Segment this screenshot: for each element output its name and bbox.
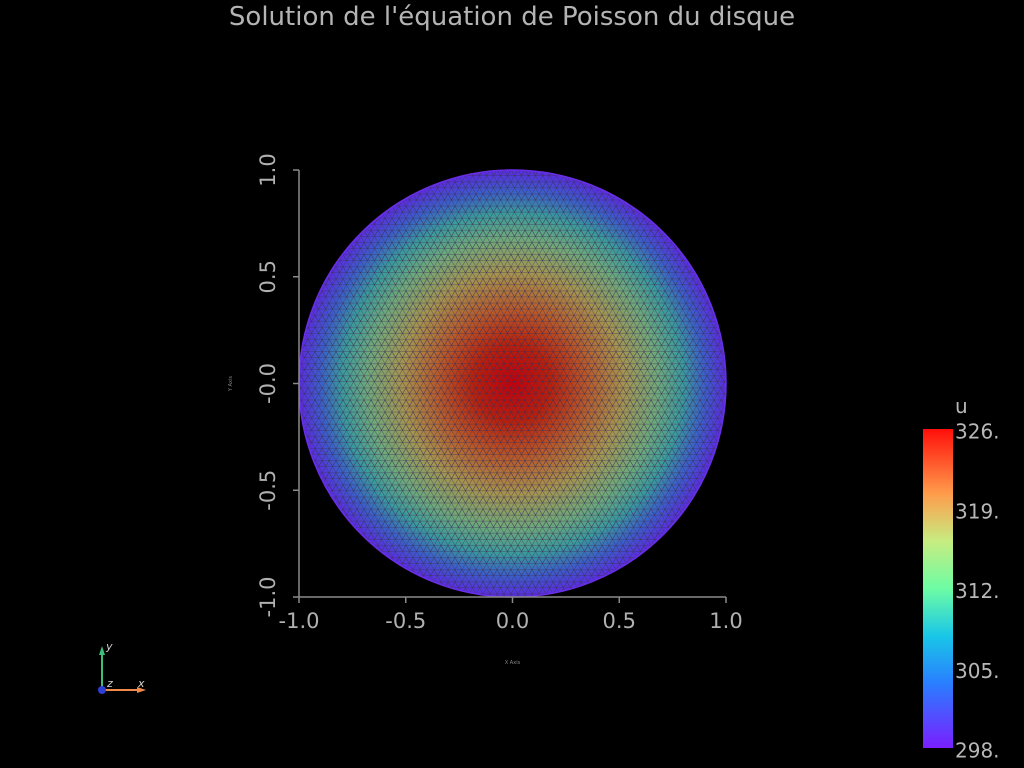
x-ticks: -1.0 -0.5 0.0 0.5 1.0: [279, 597, 743, 633]
colorbar-tick-label: 305.: [955, 659, 1000, 683]
y-axis-label: Y Axis: [228, 376, 234, 392]
axes: -1.0 -0.5 0.0 0.5 1.0 -1.0 -0.5 -0.0 0.5 1.0 X A…: [228, 153, 743, 666]
y-ticks: -1.0 -0.5 -0.0 0.5 1.0: [256, 153, 299, 617]
x-axis-letter: x: [137, 677, 145, 690]
x-tick-label: 1.0: [709, 609, 742, 633]
x-tick-label: 0.5: [603, 609, 636, 633]
y-tick-label: -0.5: [256, 470, 280, 511]
x-tick-label: -1.0: [279, 609, 320, 633]
x-axis-label: X Axis: [505, 660, 521, 666]
colorbar-gradient: [923, 429, 953, 748]
x-tick-label: 0.0: [496, 609, 529, 633]
x-arrow-head: [137, 687, 146, 693]
solution-disk: [298, 169, 727, 598]
chart-title: Solution de l'équation de Poisson du dis…: [228, 2, 796, 32]
z-axis-letter: z: [106, 677, 113, 690]
colorbar-ticks: 326. 319. 312. 305. 298.: [955, 420, 1000, 763]
colorbar-tick-label: 319.: [955, 499, 1000, 523]
colorbar-title: u: [955, 394, 968, 418]
y-tick-label: -1.0: [256, 577, 280, 618]
colorbar: u 326. 319. 312. 305. 298.: [923, 394, 1000, 763]
x-tick-label: -0.5: [385, 609, 426, 633]
orientation-widget: x y z: [98, 640, 146, 694]
y-tick-label: 1.0: [256, 153, 280, 186]
y-arrow-head: [99, 646, 105, 655]
y-tick-label: -0.0: [256, 363, 280, 404]
colorbar-tick-label: 326.: [955, 420, 1000, 444]
y-axis-letter: y: [105, 640, 113, 653]
colorbar-tick-label: 312.: [955, 579, 1000, 603]
colorbar-tick-label: 298.: [955, 739, 1000, 763]
triangular-mesh: [299, 170, 726, 597]
z-axis-dot: [98, 686, 106, 694]
y-tick-label: 0.5: [256, 260, 280, 293]
